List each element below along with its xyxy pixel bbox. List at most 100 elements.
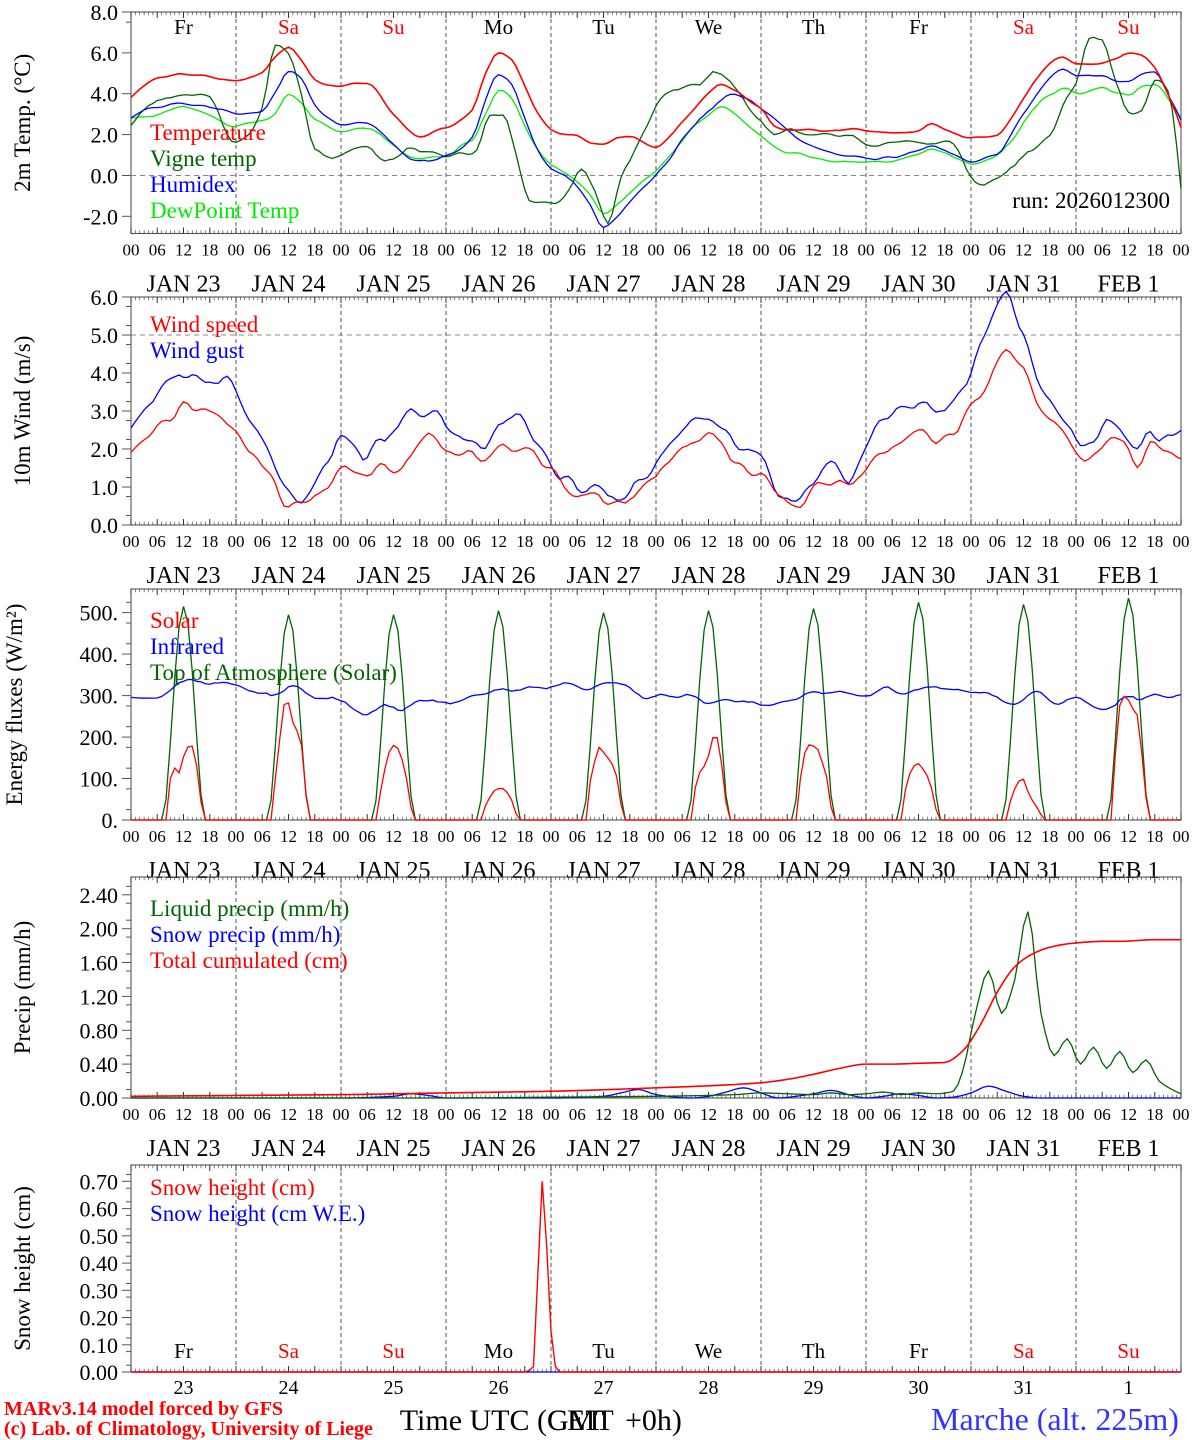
svg-text:06: 06 xyxy=(359,827,376,846)
svg-text:12: 12 xyxy=(910,1105,927,1124)
svg-text:12: 12 xyxy=(910,827,927,846)
svg-text:18: 18 xyxy=(411,1105,428,1124)
svg-text:Temperature: Temperature xyxy=(150,120,266,145)
svg-text:100.: 100. xyxy=(80,767,119,792)
svg-text:00: 00 xyxy=(438,827,455,846)
svg-text:06: 06 xyxy=(1094,532,1111,551)
svg-text:1.0: 1.0 xyxy=(91,475,119,500)
svg-text:06: 06 xyxy=(989,532,1006,551)
svg-text:18: 18 xyxy=(411,827,428,846)
svg-text:1.60: 1.60 xyxy=(80,951,119,976)
svg-text:00: 00 xyxy=(123,241,140,260)
svg-text:DewPoint Temp: DewPoint Temp xyxy=(150,198,299,223)
svg-text:12: 12 xyxy=(280,1105,297,1124)
svg-text:06: 06 xyxy=(359,1105,376,1124)
svg-text:06: 06 xyxy=(464,1105,481,1124)
svg-text:12: 12 xyxy=(700,827,717,846)
svg-text:2.40: 2.40 xyxy=(80,883,119,908)
svg-text:12: 12 xyxy=(1120,1105,1137,1124)
svg-text:Mo: Mo xyxy=(484,15,513,39)
svg-text:12: 12 xyxy=(595,532,612,551)
svg-text:06: 06 xyxy=(254,827,271,846)
svg-text:18: 18 xyxy=(621,241,638,260)
svg-text:06: 06 xyxy=(1094,241,1111,260)
svg-text:00: 00 xyxy=(1068,241,1085,260)
svg-text:00: 00 xyxy=(333,241,350,260)
svg-text:JAN 29: JAN 29 xyxy=(776,563,850,589)
svg-text:00: 00 xyxy=(438,1105,455,1124)
svg-text:06: 06 xyxy=(464,241,481,260)
svg-text:18: 18 xyxy=(831,532,848,551)
svg-text:18: 18 xyxy=(1041,1105,1058,1124)
svg-text:12: 12 xyxy=(490,241,507,260)
svg-text:00: 00 xyxy=(543,827,560,846)
svg-text:2.0: 2.0 xyxy=(91,123,119,148)
svg-text:06: 06 xyxy=(569,532,586,551)
svg-text:Su: Su xyxy=(382,15,405,39)
svg-text:Sa: Sa xyxy=(278,1339,300,1363)
svg-text:4.0: 4.0 xyxy=(91,361,119,386)
svg-text:JAN 30: JAN 30 xyxy=(881,563,955,589)
svg-text:00: 00 xyxy=(123,827,140,846)
svg-text:12: 12 xyxy=(805,827,822,846)
svg-text:0.0: 0.0 xyxy=(91,513,119,538)
svg-text:00: 00 xyxy=(123,1105,140,1124)
svg-text:18: 18 xyxy=(516,1105,533,1124)
svg-text:JAN 30: JAN 30 xyxy=(881,1136,955,1162)
svg-text:JAN 25: JAN 25 xyxy=(356,563,430,589)
svg-text:00: 00 xyxy=(648,241,665,260)
svg-text:00: 00 xyxy=(1173,1105,1190,1124)
svg-text:00: 00 xyxy=(438,241,455,260)
svg-text:06: 06 xyxy=(359,241,376,260)
svg-text:0.70: 0.70 xyxy=(80,1169,119,1194)
svg-text:00: 00 xyxy=(438,532,455,551)
svg-text:Snow precip (mm/h): Snow precip (mm/h) xyxy=(150,922,340,947)
svg-text:JAN 28: JAN 28 xyxy=(671,1136,745,1162)
svg-text:18: 18 xyxy=(621,532,638,551)
svg-text:JAN 28: JAN 28 xyxy=(671,272,745,298)
svg-text:3.0: 3.0 xyxy=(91,399,119,424)
svg-text:0.00: 0.00 xyxy=(80,1360,119,1385)
svg-text:12: 12 xyxy=(175,1105,192,1124)
svg-text:500.: 500. xyxy=(80,601,119,626)
svg-text:00: 00 xyxy=(963,241,980,260)
svg-text:JAN 31: JAN 31 xyxy=(986,1136,1060,1162)
svg-text:18: 18 xyxy=(411,532,428,551)
svg-text:Snow height (cm): Snow height (cm) xyxy=(10,1186,35,1351)
svg-text:0.60: 0.60 xyxy=(80,1197,119,1222)
svg-text:8.0: 8.0 xyxy=(91,0,119,25)
svg-text:FEB 1: FEB 1 xyxy=(1097,563,1159,589)
svg-text:JAN 26: JAN 26 xyxy=(461,563,535,589)
svg-text:0.10: 0.10 xyxy=(80,1333,119,1358)
svg-text:18: 18 xyxy=(516,532,533,551)
svg-text:06: 06 xyxy=(464,532,481,551)
svg-text:Su: Su xyxy=(1117,15,1140,39)
svg-text:Humidex: Humidex xyxy=(150,172,236,197)
svg-text:00: 00 xyxy=(543,1105,560,1124)
svg-text:0.80: 0.80 xyxy=(80,1018,119,1043)
svg-text:12: 12 xyxy=(490,1105,507,1124)
svg-text:12: 12 xyxy=(595,1105,612,1124)
svg-text:JAN 26: JAN 26 xyxy=(461,272,535,298)
svg-text:JAN 29: JAN 29 xyxy=(776,272,850,298)
svg-text:00: 00 xyxy=(228,532,245,551)
svg-text:JAN 27: JAN 27 xyxy=(566,563,640,589)
svg-text:Total cumulated (cm): Total cumulated (cm) xyxy=(150,948,348,973)
svg-text:6.0: 6.0 xyxy=(91,41,119,66)
svg-text:18: 18 xyxy=(1146,532,1163,551)
svg-text:18: 18 xyxy=(201,532,218,551)
svg-text:18: 18 xyxy=(936,532,953,551)
svg-text:00: 00 xyxy=(753,532,770,551)
svg-text:2.0: 2.0 xyxy=(91,437,119,462)
svg-text:12: 12 xyxy=(595,827,612,846)
svg-text:12: 12 xyxy=(805,241,822,260)
svg-text:JAN 25: JAN 25 xyxy=(356,272,430,298)
svg-text:12: 12 xyxy=(1015,827,1032,846)
svg-text:JAN 23: JAN 23 xyxy=(146,272,220,298)
svg-text:4.0: 4.0 xyxy=(91,82,119,107)
svg-text:06: 06 xyxy=(674,532,691,551)
svg-text:JAN 29: JAN 29 xyxy=(776,1136,850,1162)
svg-text:06: 06 xyxy=(989,241,1006,260)
svg-text:00: 00 xyxy=(1173,241,1190,260)
svg-text:Snow height (cm): Snow height (cm) xyxy=(150,1175,315,1200)
